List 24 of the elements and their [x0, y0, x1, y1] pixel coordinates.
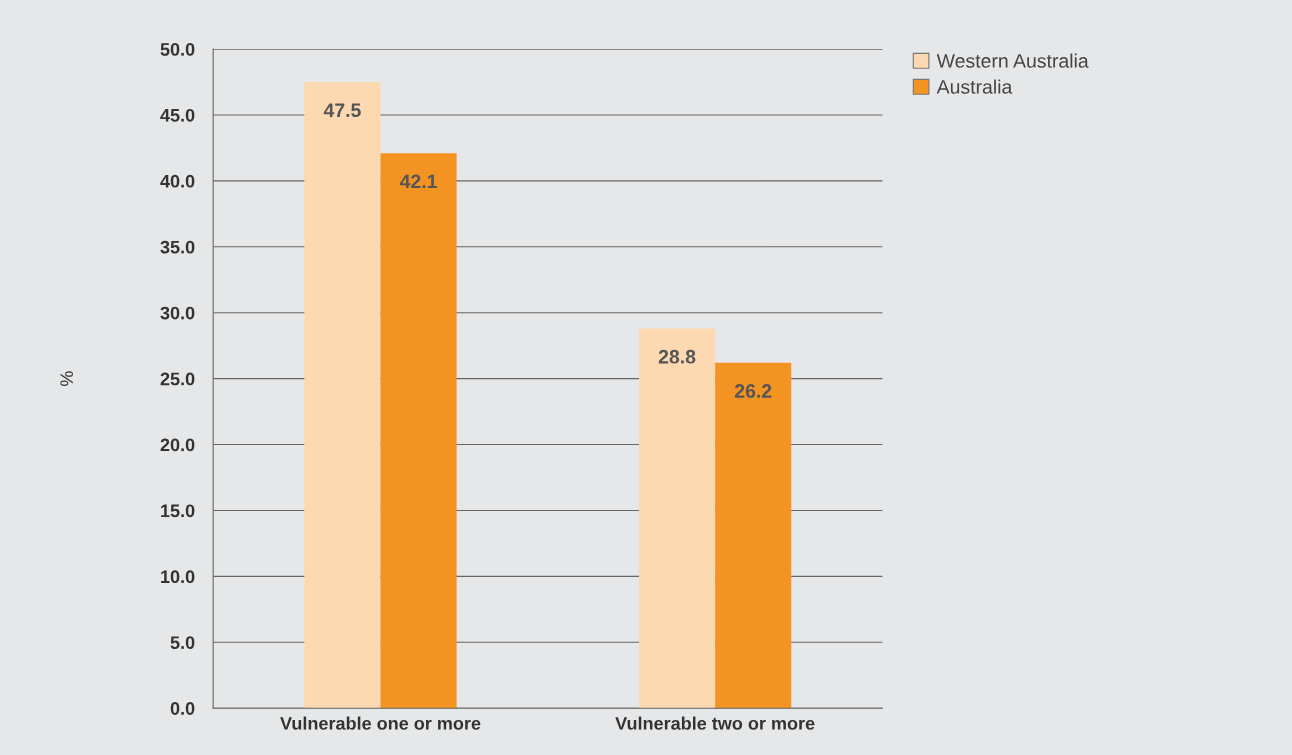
y-tick-label: 15.0: [161, 504, 195, 518]
data-label: 28.8: [658, 349, 696, 364]
y-tick-label: 40.0: [160, 174, 195, 188]
bar: [380, 153, 457, 709]
y-tick-label: 5.0: [170, 636, 195, 649]
legend-label: Australia: [936, 79, 1013, 94]
y-tick-label: 10.0: [161, 570, 195, 584]
data-label: 47.5: [323, 103, 361, 118]
bar: [304, 82, 381, 709]
y-tick-label: 30.0: [160, 306, 195, 320]
data-label: 42.1: [399, 174, 437, 189]
x-tick-label: Vulnerable two or more: [615, 716, 815, 730]
bar: [715, 362, 792, 709]
y-tick-label: 35.0: [160, 240, 195, 254]
y-tick-label: 50.0: [160, 43, 195, 56]
legend-label: Western Australia: [936, 53, 1089, 68]
bar: [638, 328, 716, 709]
x-tick-label: Vulnerable one or more: [280, 716, 481, 730]
y-tick-label: 45.0: [160, 108, 195, 122]
data-label: 26.2: [734, 384, 772, 398]
y-tick-label: 25.0: [160, 372, 195, 386]
y-tick-label: 20.0: [160, 438, 195, 452]
y-tick-label: 0.0: [170, 702, 195, 715]
y-axis-title: %: [60, 371, 74, 387]
